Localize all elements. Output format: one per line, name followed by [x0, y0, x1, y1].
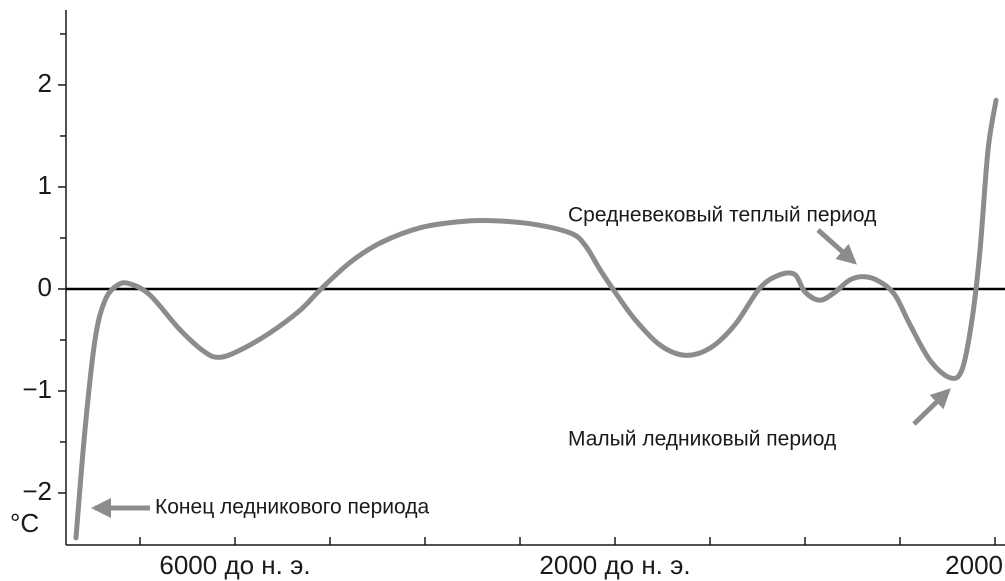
x-tick-label: 6000 до н. э. [159, 550, 310, 580]
y-tick-label: −2 [22, 476, 52, 506]
y-tick-label: 1 [38, 170, 52, 200]
arrow [912, 388, 951, 426]
annotation: Конец ледникового периода [155, 496, 429, 519]
y-tick-label: 2 [38, 68, 52, 98]
x-tick-label: 2000 [945, 550, 1003, 580]
annotation: Средневековый теплый период [568, 204, 876, 227]
line [73, 97, 999, 541]
y-axis-label: °C [10, 508, 39, 538]
annotation: Малый ледниковый период [568, 428, 836, 451]
y-tick-label: 0 [38, 272, 52, 302]
x-tick-label: 2000 до н. э. [539, 550, 690, 580]
arrow [816, 228, 857, 265]
y-tick-label: −1 [22, 374, 52, 404]
